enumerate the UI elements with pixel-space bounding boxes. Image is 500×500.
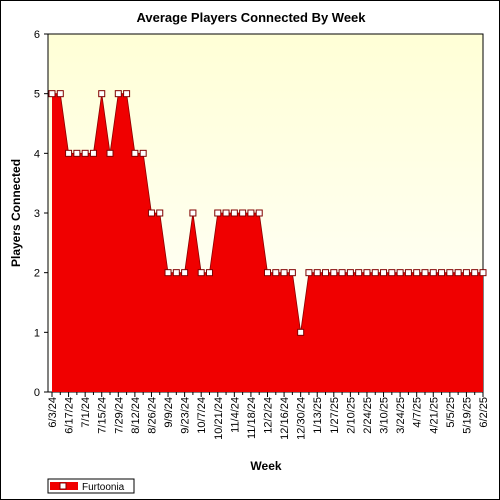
data-point [404,269,412,277]
data-point [106,149,114,157]
y-tick-label: 3 [34,208,40,220]
data-point [73,149,81,157]
data-point [255,209,263,217]
data-point [164,269,172,277]
data-point [239,209,247,217]
y-tick-label: 1 [34,327,40,339]
x-tick-label: 12/16/24 [279,397,291,440]
legend-label: Furtoonia [82,482,125,493]
x-tick-label: 10/21/24 [213,397,225,440]
data-point [454,269,462,277]
data-point [56,90,64,98]
data-point [139,149,147,157]
x-tick-label: 9/9/24 [163,397,175,428]
x-tick-label: 5/5/25 [445,397,457,428]
x-tick-label: 4/21/25 [428,397,440,434]
data-point [288,269,296,277]
data-point [280,269,288,277]
data-point [247,209,255,217]
x-tick-label: 11/4/24 [229,397,241,433]
data-point [230,209,238,217]
data-point [346,269,354,277]
data-point [131,149,139,157]
y-tick-label: 0 [34,387,40,399]
x-axis-title: Week [250,459,281,473]
data-point [462,269,470,277]
data-point [413,269,421,277]
data-point [81,149,89,157]
data-point [297,328,305,336]
x-tick-label: 8/26/24 [146,397,158,434]
data-point [197,269,205,277]
x-tick-label: 6/3/24 [47,397,59,428]
data-point [305,269,313,277]
x-tick-label: 5/19/25 [461,397,473,434]
data-point [98,90,106,98]
y-tick-label: 2 [34,268,40,280]
x-tick-label: 7/29/24 [113,397,125,434]
data-point [147,209,155,217]
x-tick-label: 7/1/24 [80,397,92,428]
data-point [330,269,338,277]
y-axis-title: Players Connected [9,159,23,267]
data-point [313,269,321,277]
y-tick-label: 5 [34,89,40,101]
x-tick-label: 3/10/25 [379,397,391,434]
x-tick-label: 6/2/25 [478,397,490,428]
data-point [438,269,446,277]
x-tick-label: 10/7/24 [196,397,208,434]
data-point [479,269,487,277]
x-tick-label: 2/24/25 [362,397,374,434]
x-tick-label: 11/18/24 [246,397,258,439]
x-tick-label: 8/12/24 [130,397,142,434]
x-tick-label: 4/7/25 [412,397,424,428]
data-point [181,269,189,277]
data-point [189,209,197,217]
data-point [123,90,131,98]
x-tick-label: 1/13/25 [312,397,324,434]
data-point [156,209,164,217]
x-tick-label: 7/15/24 [97,397,109,434]
data-point [322,269,330,277]
y-axis: 0 1 2 3 4 5 6 [34,29,48,399]
legend-marker [59,482,67,490]
data-point [338,269,346,277]
legend: Furtoonia [47,478,135,494]
data-point [380,269,388,277]
y-tick-label: 6 [34,29,40,41]
x-tick-label: 1/27/25 [329,397,341,434]
data-point [446,269,454,277]
data-point [363,269,371,277]
data-point [114,90,122,98]
data-point [172,269,180,277]
x-tick-label: 2/10/25 [345,397,357,434]
x-axis: 6/3/24 6/17/24 7/1/24 7/15/24 7/29/24 8/12/24… [47,392,490,440]
data-point [471,269,479,277]
data-point [89,149,97,157]
data-point [222,209,230,217]
data-point [371,269,379,277]
series-area-furtoonia [52,93,483,393]
y-tick-label: 4 [34,148,40,160]
data-point [48,90,56,98]
data-point [355,269,363,277]
data-point [205,269,213,277]
x-tick-label: 12/30/24 [296,397,308,440]
data-point [214,209,222,217]
data-point [388,269,396,277]
data-point [272,269,280,277]
data-point [396,269,404,277]
data-point [264,269,271,277]
marker-layer [48,90,487,336]
x-tick-label: 3/24/25 [395,397,407,434]
data-point [65,149,73,157]
data-point [421,269,429,277]
x-tick-label: 9/23/24 [180,397,192,434]
data-point [429,269,437,277]
x-tick-label: 12/2/24 [263,397,275,434]
chart-title: Average Players Connected By Week [136,10,366,25]
x-tick-label: 6/17/24 [64,397,76,434]
